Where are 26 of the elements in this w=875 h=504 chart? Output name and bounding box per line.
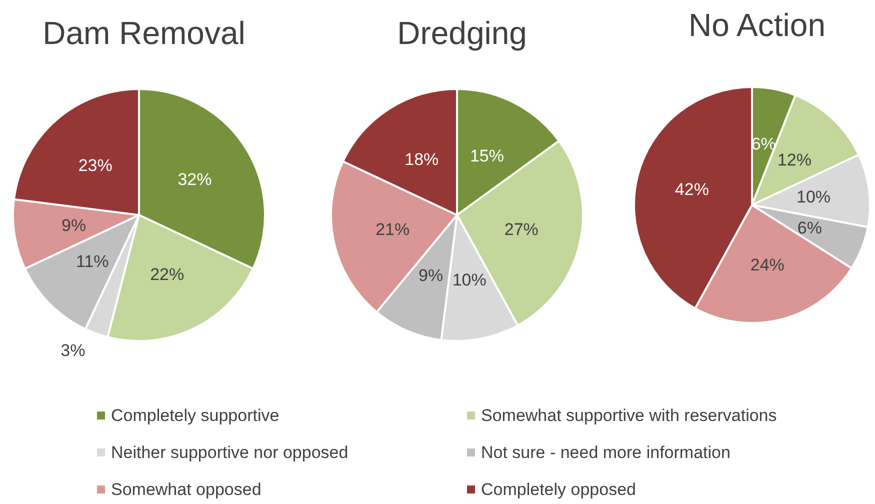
legend-label: Completely supportive	[111, 406, 280, 425]
legend-label: Somewhat supportive with reservations	[481, 406, 777, 425]
legend-label: Neither supportive nor opposed	[111, 443, 348, 462]
legend-label: Not sure - need more information	[481, 443, 730, 462]
data-label: 21%	[376, 220, 410, 239]
chart-title: Dam Removal	[42, 15, 246, 51]
data-label: 12%	[777, 150, 812, 170]
data-label: 23%	[78, 156, 112, 175]
data-label: 9%	[62, 216, 86, 235]
data-label: 10%	[452, 270, 486, 290]
data-label: 32%	[178, 170, 212, 190]
legend-label: Somewhat opposed	[111, 480, 262, 499]
data-label: 3%	[60, 340, 86, 360]
legend-label: Completely opposed	[481, 480, 636, 499]
data-label: 22%	[150, 265, 184, 284]
data-label: 27%	[504, 220, 538, 239]
data-label: 42%	[674, 180, 709, 200]
data-label: 11%	[76, 252, 109, 272]
data-label: 18%	[404, 150, 439, 169]
chart-title: Dredging	[397, 15, 527, 51]
data-label: 10%	[796, 188, 831, 207]
data-label: 6%	[797, 218, 822, 238]
data-label: 24%	[750, 256, 784, 275]
data-label: 15%	[470, 146, 504, 166]
chart-title: No Action	[688, 7, 826, 43]
data-label: 9%	[418, 266, 444, 286]
